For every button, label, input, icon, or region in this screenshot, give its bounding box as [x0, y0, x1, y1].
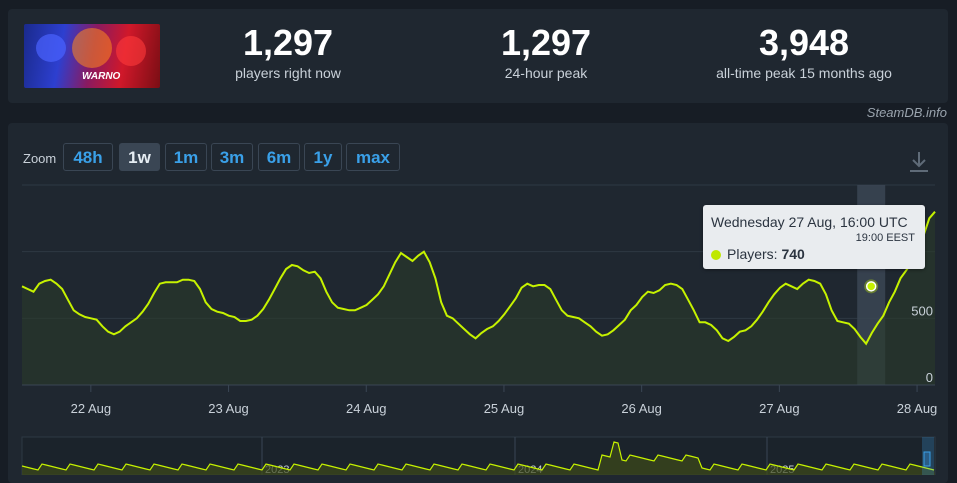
stat-label: 24-hour peak — [504, 65, 588, 81]
x-tick-label: 22 Aug — [71, 401, 112, 416]
stat-label: players right now — [235, 65, 341, 81]
tooltip-series-dot — [711, 250, 721, 260]
download-icon[interactable] — [908, 150, 930, 174]
x-tick-label: 26 Aug — [621, 401, 662, 416]
navigator-handle[interactable] — [923, 451, 931, 467]
zoom-label: Zoom — [23, 151, 57, 166]
stat-value: 3,948 — [758, 22, 850, 63]
zoom-6m-button[interactable]: 6m — [258, 143, 300, 171]
zoom-3m-button[interactable]: 3m — [211, 143, 253, 171]
navigator-line — [21, 441, 935, 471]
zoom-1y-button[interactable]: 1y — [304, 143, 342, 171]
hover-point[interactable] — [865, 281, 877, 292]
x-tick-label: 23 Aug — [208, 401, 249, 416]
zoom-48h-button[interactable]: 48h — [63, 143, 113, 171]
tooltip-subtitle: 19:00 EEST — [855, 232, 915, 244]
game-thumbnail[interactable]: WARNO — [24, 24, 160, 88]
x-tick-label: 24 Aug — [346, 401, 387, 416]
stat-value: 1,297 — [242, 22, 334, 63]
player-series-line[interactable] — [21, 211, 936, 346]
zoom-1m-button[interactable]: 1m — [165, 143, 207, 171]
tooltip-series-label: Players: — [727, 246, 778, 262]
stats-panel: WARNO 1,297 players right now 1,297 24-h… — [8, 9, 948, 103]
x-tick-label: 25 Aug — [484, 401, 525, 416]
stat-all-time-peak: 3,948 all-time peak 15 months ago — [684, 22, 924, 82]
stat-players-now: 1,297 players right now — [168, 22, 408, 82]
time-navigator[interactable]: 202320242025 — [21, 436, 936, 475]
zoom-1w-button[interactable]: 1w — [119, 143, 160, 171]
stat-value: 1,297 — [500, 22, 592, 63]
stat-label: all-time peak 15 months ago — [716, 65, 892, 81]
game-logo-text: WARNO — [82, 71, 121, 82]
steamdb-credit[interactable]: SteamDB.info — [866, 105, 947, 120]
stat-24h-peak: 1,297 24-hour peak — [426, 22, 666, 82]
tooltip-title: Wednesday 27 Aug, 16:00 UTC — [711, 214, 908, 230]
chart-tooltip: Wednesday 27 Aug, 16:00 UTC 19:00 EEST P… — [703, 205, 925, 269]
tooltip-value: 740 — [781, 246, 805, 262]
player-area-fill — [22, 211, 935, 385]
x-tick-label: 28 Aug — [897, 401, 938, 416]
tooltip-row: Players: 740 — [727, 246, 805, 262]
x-tick-label: 27 Aug — [759, 401, 800, 416]
zoom-max-button[interactable]: max — [346, 143, 400, 171]
y-tick-label: 500 — [911, 303, 933, 318]
y-tick-label: 0 — [926, 370, 933, 385]
